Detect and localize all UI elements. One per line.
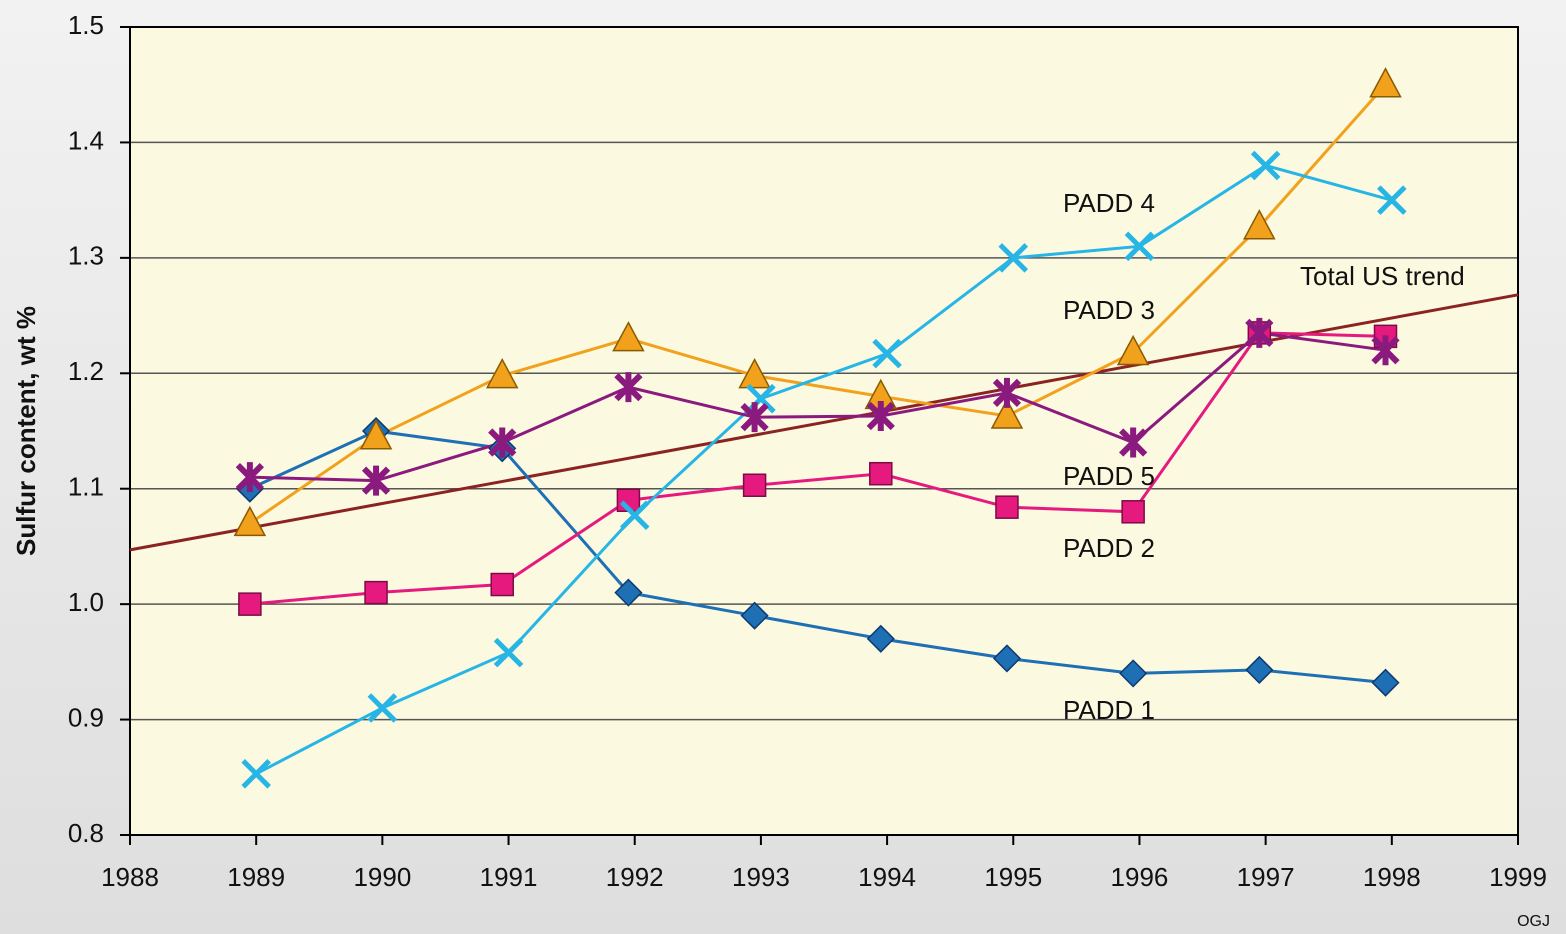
point-marker [866,400,895,431]
x-tick-label: 1999 [1489,862,1547,892]
y-tick-label: 1.1 [68,472,104,502]
point-marker [1250,150,1281,181]
point-marker [488,427,517,458]
point-marker [992,644,1022,673]
point-marker [1369,67,1402,98]
y-tick-label: 1.5 [68,10,104,40]
point-marker [1371,668,1400,697]
point-marker [866,624,895,653]
series-label: PADD 1 [1063,695,1155,725]
x-tick-label: 1996 [1111,862,1169,892]
x-tick-label: 1991 [480,862,538,892]
source-note: OGJ [1517,913,1550,930]
point-marker [233,505,267,537]
point-marker [619,500,650,531]
x-tick-label: 1997 [1237,862,1295,892]
y-axis-label: Sulfur content, wt % [11,306,41,556]
x-tick-label: 1990 [353,862,411,892]
series-label: PADD 4 [1063,188,1155,218]
point-marker [869,461,893,486]
point-marker [740,402,769,433]
point-marker [614,578,643,607]
y-tick-label: 1.2 [68,356,104,386]
point-marker [998,243,1029,273]
series-line [249,331,1386,606]
point-marker [990,398,1024,429]
point-marker [1245,317,1274,348]
x-tick-label: 1989 [227,862,285,892]
point-marker [1119,427,1148,458]
point-marker [995,495,1019,519]
point-marker [1377,185,1407,215]
point-marker [359,419,393,450]
point-marker [485,358,519,389]
point-marker [738,358,771,389]
point-marker [235,462,264,493]
point-marker [1119,659,1148,688]
point-marker [1371,335,1400,366]
series-label: PADD 3 [1063,295,1155,325]
point-marker [367,693,398,723]
point-marker [872,338,902,369]
point-marker [1121,500,1145,524]
y-tick-label: 1.3 [68,241,104,271]
y-tick-label: 1.0 [68,587,104,617]
plot-area [130,27,1518,835]
point-marker [490,572,514,597]
series-label: PADD 5 [1063,461,1155,491]
point-marker [992,377,1022,408]
point-marker [614,372,643,403]
series-line [255,163,1393,776]
point-marker [238,592,262,616]
x-tick-label: 1994 [858,862,916,892]
x-tick-label: 1992 [606,862,664,892]
point-marker [493,637,524,668]
point-marker [740,601,769,630]
y-tick-label: 0.8 [68,818,104,848]
series-label: Total US trend [1300,261,1465,291]
y-tick-label: 0.9 [68,702,104,732]
point-marker [1245,655,1274,684]
y-tick-label: 1.4 [68,125,104,155]
point-marker [1116,334,1150,366]
x-tick-label: 1995 [984,862,1042,892]
point-marker [742,473,767,498]
point-marker [364,580,388,605]
point-marker [361,465,391,496]
point-marker [241,759,271,789]
series-line [249,83,1387,525]
point-marker [612,321,645,352]
point-marker [1124,231,1155,262]
series-label: PADD 2 [1063,533,1155,563]
series-line [249,429,1386,685]
point-marker [1243,209,1276,240]
plot-border [129,26,1519,836]
series-line [249,331,1386,483]
x-tick-label: 1988 [101,862,159,892]
x-tick-label: 1998 [1363,862,1421,892]
x-tick-label: 1993 [732,862,790,892]
